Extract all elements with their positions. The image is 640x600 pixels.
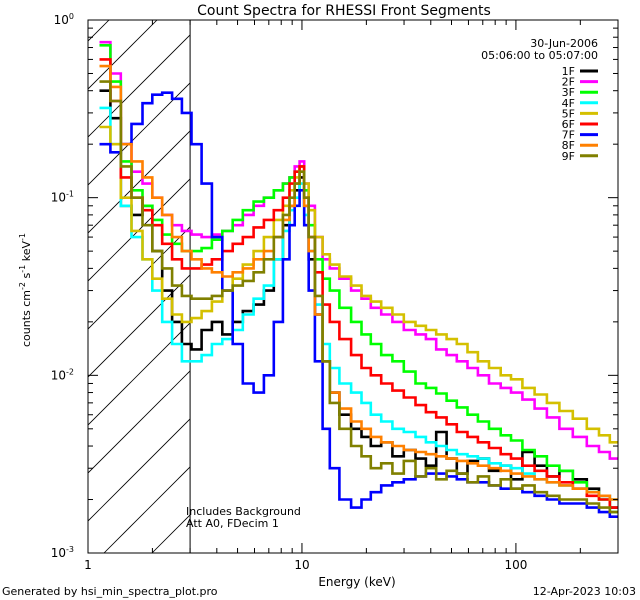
y-axis-label-tail: keV [20, 241, 33, 265]
legend-label-5F: 5F [562, 107, 575, 120]
y-axis-label-mid: s [20, 272, 33, 281]
hatch-line [88, 178, 191, 282]
hatch-line [88, 418, 191, 522]
hatch-line [88, 20, 158, 90]
y-tick-label: 10-1 [51, 190, 74, 205]
hatch-line [88, 370, 191, 474]
legend-label-8F: 8F [562, 139, 575, 152]
series-group [99, 40, 618, 518]
time-range-label: 05:06:00 to 05:07:00 [481, 49, 598, 62]
chart-title: Count Spectra for RHESSI Front Segments [197, 3, 491, 19]
hatch-line [88, 82, 191, 186]
generated-by-label: Generated by hsi_min_spectra_plot.pro [2, 585, 218, 598]
series-6F [99, 58, 618, 509]
y-tick-label: 10-3 [51, 545, 74, 560]
series-7F [99, 91, 618, 518]
date-label: 30-Jun-2006 [530, 37, 598, 50]
series-9F [99, 80, 618, 514]
y-axis-label-exp2: -1 [18, 265, 27, 273]
annotation-attenuator: Att A0, FDecim 1 [186, 517, 279, 530]
legend-label-3F: 3F [562, 86, 575, 99]
y-axis-label-main: counts cm [20, 290, 33, 347]
plot-frame [87, 19, 619, 554]
x-tick-label: 10 [294, 558, 309, 572]
y-axis-label-exp1: -2 [18, 282, 27, 290]
x-tick-label: 100 [504, 558, 527, 572]
annotation-background: Includes Background [186, 505, 301, 518]
x-axis-label: Energy (keV) [318, 575, 395, 589]
y-axis-label: counts cm-2 s-1 keV-1 [18, 233, 33, 347]
legend-label-9F: 9F [562, 150, 575, 163]
y-tick-label: 10-2 [51, 367, 74, 382]
legend-label-7F: 7F [562, 129, 575, 142]
legend-label-6F: 6F [562, 118, 575, 131]
axis-ticks: 1 10 100 10-3 10-2 10-1 100 [51, 12, 619, 572]
legend-label-4F: 4F [562, 97, 575, 110]
x-tick-label: 1 [84, 558, 92, 572]
y-axis-label-exp3: -1 [18, 233, 27, 241]
hatch-line [88, 226, 191, 330]
attenuator-hatch-region [88, 20, 191, 553]
y-tick-label: 100 [54, 12, 74, 27]
timestamp-label: 12-Apr-2023 10:03 [533, 585, 636, 598]
legend-label-2F: 2F [562, 76, 575, 89]
series-5F [99, 125, 618, 444]
legend-label-1F: 1F [562, 65, 575, 78]
hatch-line [88, 34, 191, 138]
